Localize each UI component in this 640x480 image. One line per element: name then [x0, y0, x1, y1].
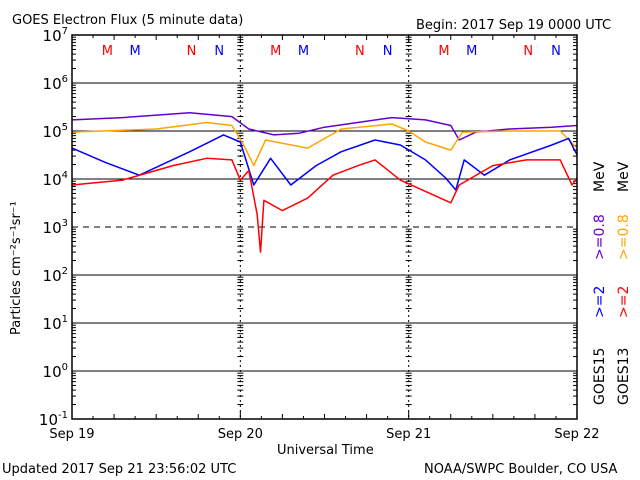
plot-frame: [71, 34, 578, 420]
local-time-marker: M: [102, 44, 113, 59]
x-tick-label: Sep 19: [49, 427, 94, 442]
legend-goes13: GOES13: [616, 348, 632, 405]
y-axis-label: Particles cm⁻²s⁻¹sr⁻¹: [9, 201, 24, 335]
y-tick-label: 102: [43, 266, 68, 285]
local-time-marker: N: [187, 44, 197, 59]
local-time-marker: N: [214, 44, 224, 59]
begin-label: Begin: 2017 Sep 19 0000 UTC: [416, 18, 611, 33]
y-tick-label: 105: [43, 122, 68, 141]
y-tick-label: 104: [43, 170, 68, 189]
local-time-marker: N: [383, 44, 393, 59]
local-time-marker: M: [298, 44, 309, 59]
y-tick-label: 101: [43, 314, 68, 333]
x-axis-label: Universal Time: [277, 443, 374, 458]
series-line-2: [71, 134, 578, 191]
local-time-marker: N: [551, 44, 561, 59]
legend-goes15-low: >=0.8: [592, 214, 608, 260]
series-line-0: [71, 111, 578, 141]
x-tick-label: Sep 20: [218, 427, 263, 442]
y-tick-label: 103: [43, 218, 68, 237]
legend-goes15: GOES15: [592, 348, 608, 405]
series-line-3: [71, 157, 578, 253]
local-time-marker: M: [130, 44, 141, 59]
series-line-1: [71, 121, 578, 167]
y-tick-label: 106: [43, 74, 68, 93]
y-tick-label: 107: [43, 26, 68, 45]
y-tick-label: 10-1: [39, 410, 68, 429]
legend-goes13-high: >=2: [616, 286, 632, 318]
x-tick-label: Sep 22: [554, 427, 599, 442]
footer-updated: Updated 2017 Sep 21 23:56:02 UTC: [2, 462, 236, 477]
local-time-marker: M: [466, 44, 477, 59]
local-time-marker: N: [523, 44, 533, 59]
legend-unit-1: MeV: [592, 161, 608, 192]
y-tick-label: 100: [43, 362, 68, 381]
footer-source: NOAA/SWPC Boulder, CO USA: [424, 462, 617, 477]
local-time-marker: N: [355, 44, 365, 59]
chart-title: GOES Electron Flux (5 minute data): [12, 13, 243, 28]
legend-goes13-low: >=0.8: [616, 214, 632, 260]
legend-goes15-high: >=2: [592, 286, 608, 318]
legend-unit-2: MeV: [616, 161, 632, 192]
x-tick-label: Sep 21: [386, 427, 431, 442]
local-time-marker: M: [270, 44, 281, 59]
local-time-marker: M: [438, 44, 449, 59]
